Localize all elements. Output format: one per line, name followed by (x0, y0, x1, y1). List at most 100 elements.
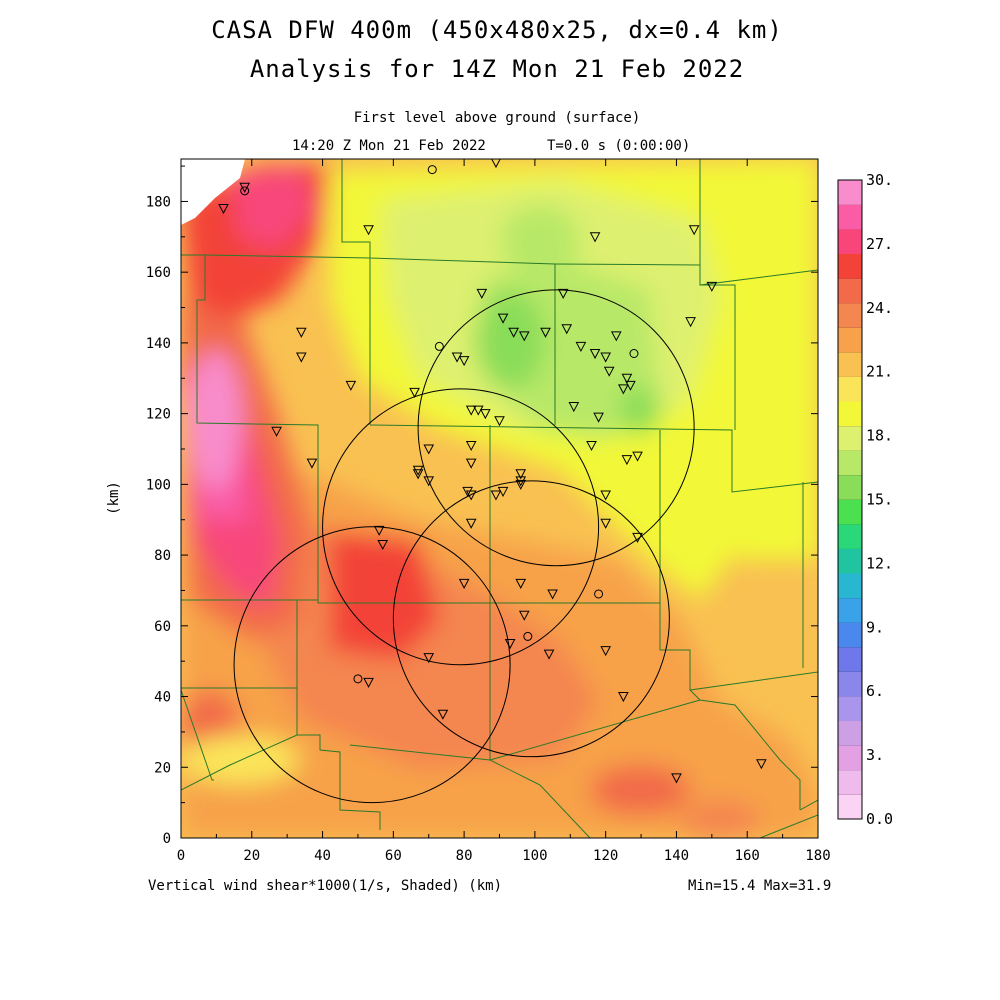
station-triangle (561, 324, 573, 335)
station-triangle (589, 349, 601, 360)
station-circle (523, 631, 533, 641)
colorbar-swatch (838, 229, 862, 255)
station-triangle (586, 440, 597, 452)
station-circle (629, 349, 639, 359)
y-tick-label: 160 (146, 265, 171, 281)
radar-ring-2 (322, 388, 600, 666)
station-triangle (632, 532, 643, 543)
title-line-2: Analysis for 14Z Mon 21 Feb 2022 (250, 55, 744, 83)
x-tick-label: 80 (456, 848, 473, 864)
colorbar-swatch (838, 352, 862, 377)
station-triangle (593, 412, 604, 423)
y-tick-label: 80 (154, 548, 171, 564)
station-triangle (458, 356, 470, 367)
x-tick-label: 180 (805, 848, 830, 864)
colorbar-swatch (838, 450, 862, 476)
colorbar-swatch (838, 769, 862, 795)
station-triangle (621, 373, 633, 384)
station-triangle (518, 610, 530, 621)
colorbar-swatch (838, 671, 862, 697)
colorbar-swatch (838, 720, 862, 746)
station-triangle (412, 465, 424, 476)
subtitle-integration-time: T=0.0 s (0:00:00) (547, 138, 690, 154)
station-triangle (688, 225, 700, 236)
colorbar-label: 3. (866, 746, 884, 764)
station-triangle (465, 490, 477, 501)
station-triangle (589, 232, 601, 243)
station-triangle (462, 486, 473, 497)
x-tick-label: 160 (735, 848, 760, 864)
y-tick-label: 40 (154, 690, 171, 706)
colorbar-label: 27. (866, 235, 893, 253)
station-triangle (373, 525, 385, 536)
x-tick-label: 20 (243, 848, 260, 864)
station-circle (427, 165, 437, 175)
station-triangle (557, 288, 569, 299)
colorbar: 0.0 3. 6. 9. 12. 15. 18. 21. 24. 27. 30. (837, 171, 893, 828)
station-triangle (480, 409, 491, 420)
x-tick-label: 140 (664, 848, 689, 864)
station-triangle (409, 387, 420, 398)
colorbar-swatch (838, 204, 862, 230)
shaded-field (181, 159, 818, 838)
station-triangle (618, 384, 629, 395)
station-triangle (377, 539, 389, 551)
station-triangle (706, 281, 718, 292)
station-triangle (632, 451, 643, 462)
station-triangle (621, 455, 633, 466)
station-triangle (515, 578, 527, 589)
station-triangle (306, 458, 318, 469)
station-triangle (295, 352, 307, 363)
station-triangle (423, 444, 435, 455)
colorbar-swatch (838, 278, 862, 304)
station-triangle (600, 518, 611, 529)
station-triangle (497, 313, 509, 324)
x-tick-label: 100 (522, 848, 547, 864)
colorbar-frame (837, 179, 863, 820)
station-triangle (494, 416, 505, 427)
station-triangle (497, 486, 509, 497)
station-triangle (491, 159, 501, 169)
colorbar-label: 9. (866, 618, 884, 636)
colorbar-label: 21. (866, 363, 893, 381)
colorbar-swatch (838, 573, 862, 599)
station-triangle (603, 366, 615, 377)
station-triangle (363, 677, 374, 688)
x-tick-label: 120 (593, 848, 618, 864)
colorbar-swatch (838, 401, 862, 427)
colorbar-label: 18. (866, 427, 893, 445)
colorbar-swatch (838, 696, 862, 721)
station-triangle (423, 476, 435, 487)
station-triangle (515, 476, 527, 487)
station-triangle (458, 578, 470, 589)
colorbar-swatch (838, 548, 862, 574)
y-axis-label: (km) (106, 481, 122, 515)
station-triangle (568, 402, 580, 413)
station-triangle (600, 646, 611, 657)
station-triangle (543, 649, 555, 660)
radar-ring-3 (392, 480, 670, 758)
station-triangle (437, 709, 449, 720)
radar-ring-1 (417, 289, 695, 567)
station-triangle (490, 490, 502, 501)
station-triangle (465, 518, 477, 529)
footer-min-max: Min=15.4 Max=31.9 (688, 878, 831, 894)
station-triangle (472, 405, 484, 416)
colorbar-swatch (838, 376, 862, 402)
colorbar-swatch (838, 474, 862, 500)
station-triangle (610, 331, 622, 342)
station-circle (240, 186, 250, 196)
station-triangle (600, 352, 611, 363)
y-tick-label: 180 (146, 194, 171, 210)
colorbar-swatch (838, 794, 862, 820)
x-tick-label: 60 (385, 848, 402, 864)
station-triangle (465, 440, 477, 452)
colorbar-swatch (838, 499, 862, 525)
station-triangle (295, 327, 307, 338)
station-triangle (508, 327, 519, 338)
radar-ring-4 (233, 526, 511, 804)
station-triangle (218, 204, 229, 215)
station-triangle (412, 469, 424, 480)
station-triangle (685, 317, 696, 328)
